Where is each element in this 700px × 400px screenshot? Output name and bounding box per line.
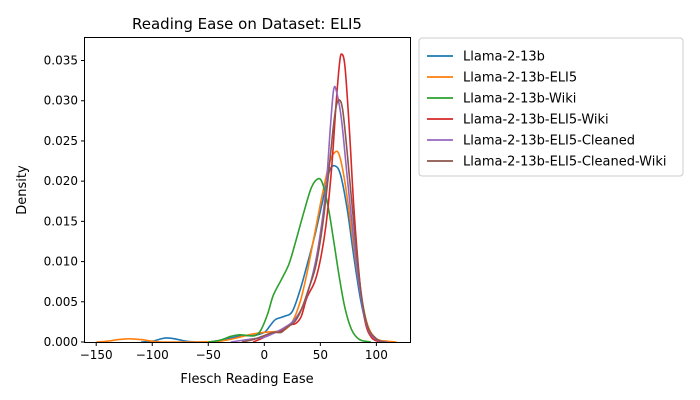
x-tick-label: 0 [260,348,268,362]
x-tick-label: −100 [136,348,169,362]
legend-label: Llama-2-13b-ELI5-Cleaned [463,134,635,149]
legend: Llama-2-13b Llama-2-13b-ELI5 Llama-2-13b-W… [418,37,684,177]
y-tick-label: 0.005 [44,295,78,309]
y-tick-label: 0.035 [44,54,78,68]
y-tick-label: 0.030 [44,94,78,108]
x-axis: −150 −100 −50 0 50 100 [80,342,388,362]
chart-title: Reading Ease on Dataset: ELI5 [132,15,362,33]
y-tick-label: 0.020 [44,174,78,188]
x-tick-label: 100 [365,348,388,362]
series-layer [96,53,397,342]
y-tick-label: 0.010 [44,255,78,269]
series-line-3 [208,177,371,342]
y-axis-label: Density [15,165,30,215]
legend-label: Llama-2-13b-ELI5 [463,71,577,86]
series-line-6 [241,99,386,342]
y-axis: 0.000 0.005 0.010 0.015 0.020 0.025 0.030 0.035 [44,54,85,349]
legend-label: Llama-2-13b-ELI5-Wiki [463,113,609,128]
x-axis-label: Flesch Reading Ease [180,372,313,387]
legend-label: Llama-2-13b [463,50,545,65]
legend-label: Llama-2-13b-ELI5-Cleaned-Wiki [463,155,666,170]
x-tick-label: 50 [313,348,328,362]
y-tick-label: 0.025 [44,134,78,148]
series-line-1 [140,164,388,342]
series-line-4 [252,53,382,342]
y-tick-label: 0.015 [44,214,78,228]
y-tick-label: 0.000 [44,335,78,349]
plot-frame [84,37,411,343]
x-tick-label: −50 [196,348,221,362]
series-line-5 [230,85,388,342]
x-tick-label: −150 [80,348,113,362]
legend-box [418,37,684,177]
legend-label: Llama-2-13b-Wiki [463,92,576,107]
